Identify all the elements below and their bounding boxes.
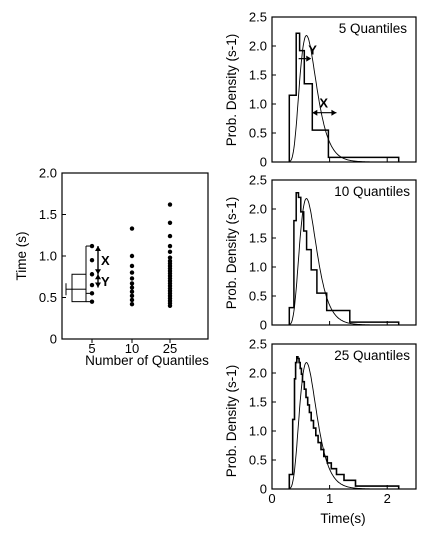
panel-3-y-tick-label: 1.0 [249,424,267,439]
box-rect [71,273,87,303]
scatter-x-tick-label: 10 [125,341,139,356]
panel-3-y-tick-label: 1.5 [249,395,267,410]
panel-3-x-axis-label: Time(s) [320,511,365,526]
panel-1-y-tick-label: 1.5 [249,68,267,83]
scatter-point [167,202,173,207]
scatter-x-span-arrow-head-bottom [95,269,101,275]
scatter-x-span-arrow-head-top [95,246,101,252]
scatter-box-diagram [65,245,101,303]
scatter-y-ticks: 0 0.5 1.0 1.5 2.0 [39,166,66,347]
scatter-annotation-x: X [101,253,110,268]
panel-3-density-curve [289,361,399,490]
scatter-point [89,291,95,296]
panel-1-y-tick-label: 2.5 [249,10,267,25]
panel-3-frame [271,343,417,490]
panel-1-title: 5 Quantiles [339,21,408,36]
scatter-y-tick-label: 0 [50,332,57,347]
panel-3-x-tick-label: 1 [326,491,333,506]
scatter-y-tick-label: 0.5 [39,290,57,305]
scatter-point [129,270,135,275]
scatter-y-tick-label: 2.0 [39,166,57,181]
panel-1-frame [271,16,417,163]
scatter-point [129,281,135,286]
scatter-x-ticks: 5 10 25 [88,339,177,356]
scatter-point [89,282,95,288]
panel-1-y-axis-label: Prob. Density (s-1) [224,34,239,147]
scatter-x-tick-label: 25 [163,341,177,356]
panel-3-y-tick-label: 2.0 [249,366,267,381]
scatter-point [89,257,95,263]
panel-1-x-arrow-head-right [331,109,337,116]
density-panel-10-quantiles: 10 Quantiles Prob. Density (s-1) 0 0.5 1.0… [224,173,417,333]
panel-3-histogram [288,356,400,489]
scatter-point [167,255,173,260]
panel-3-y-tick-label: 2.5 [249,337,267,352]
scatter-point [167,249,173,255]
scatter-annotation-y: Y [101,274,110,289]
panel-2-y-tick-label: 0.5 [249,289,267,304]
panel-1-y-tick-label: 0.5 [249,126,267,141]
panel-3-x-tick-label: 0 [268,491,275,506]
density-panel-25-quantiles: 25 Quantiles Prob. Density (s-1) Time(s)… [224,337,417,526]
scatter-y-axis-label: Time (s) [14,232,29,281]
scatter-points [89,202,173,308]
panel-2-y-tick-label: 2.0 [249,202,267,217]
panel-3-x-tick-label: 2 [384,491,391,506]
scatter-point [129,253,135,259]
scatter-point [129,263,135,269]
scatter-point [89,243,95,249]
density-panel-5-quantiles: 5 Quantiles Prob. Density (s-1) Y X 0 0.5… [224,10,417,170]
scatter-point [167,220,173,225]
panel-1-annotation-x: X [319,96,328,111]
scatter-point [129,285,135,290]
panel-1-y-tick-label: 0 [260,155,267,170]
scatter-y-span-arrow-head-bottom [95,282,101,288]
panel-3-y-tick-label: 0.5 [249,453,267,468]
panel-2-y-tick-label: 0 [260,318,267,333]
panel-1-annotation-y: Y [308,43,317,58]
scatter-point [89,299,95,304]
panel-3-title: 25 Quantiles [334,348,410,363]
scatter-point [89,272,95,277]
panel-2-title: 10 Quantiles [334,184,410,199]
scatter-point [167,233,173,239]
panel-2-density-curve [289,197,399,326]
panel-3-y-axis-label: Prob. Density (s-1) [224,365,239,478]
panel-2-y-tick-label: 2.5 [249,173,267,188]
scatter-point [129,226,135,231]
scatter-y-span-arrow-head-top [95,274,101,280]
scatter-point [129,289,135,294]
panel-1-histogram [288,32,400,162]
scatter-x-axis-label: Number of Quantiles [85,353,209,368]
panel-2-y-tick-label: 1.0 [249,260,267,275]
panel-3-y-tick-label: 0 [260,482,267,497]
scatter-point [129,297,135,303]
scatter-panel: Time (s) Number of Quantiles 0 0.5 1.0 1.5 2… [14,166,209,369]
scatter-y-tick-label: 1.5 [39,207,57,222]
scatter-point [129,301,135,307]
panel-1-density-curve [289,34,399,163]
panel-1-x-arrow-head-left [312,109,318,116]
panel-2-y-tick-label: 1.5 [249,231,267,246]
scatter-point [167,258,173,264]
panel-1-y-tick-label: 1.0 [249,97,267,112]
scatter-point [129,293,135,299]
scatter-y-tick-label: 1.0 [39,249,57,264]
scatter-frame [61,172,209,340]
panel-1-y-arrow-head [306,55,312,62]
panel-2-frame [271,179,417,326]
scatter-point [167,243,173,249]
scatter-x-tick-label: 5 [88,341,95,356]
panel-1-y-tick-label: 2.0 [249,39,267,54]
scatter-point [129,276,135,281]
panel-2-y-axis-label: Prob. Density (s-1) [224,197,239,310]
panel-2-histogram [288,192,400,325]
